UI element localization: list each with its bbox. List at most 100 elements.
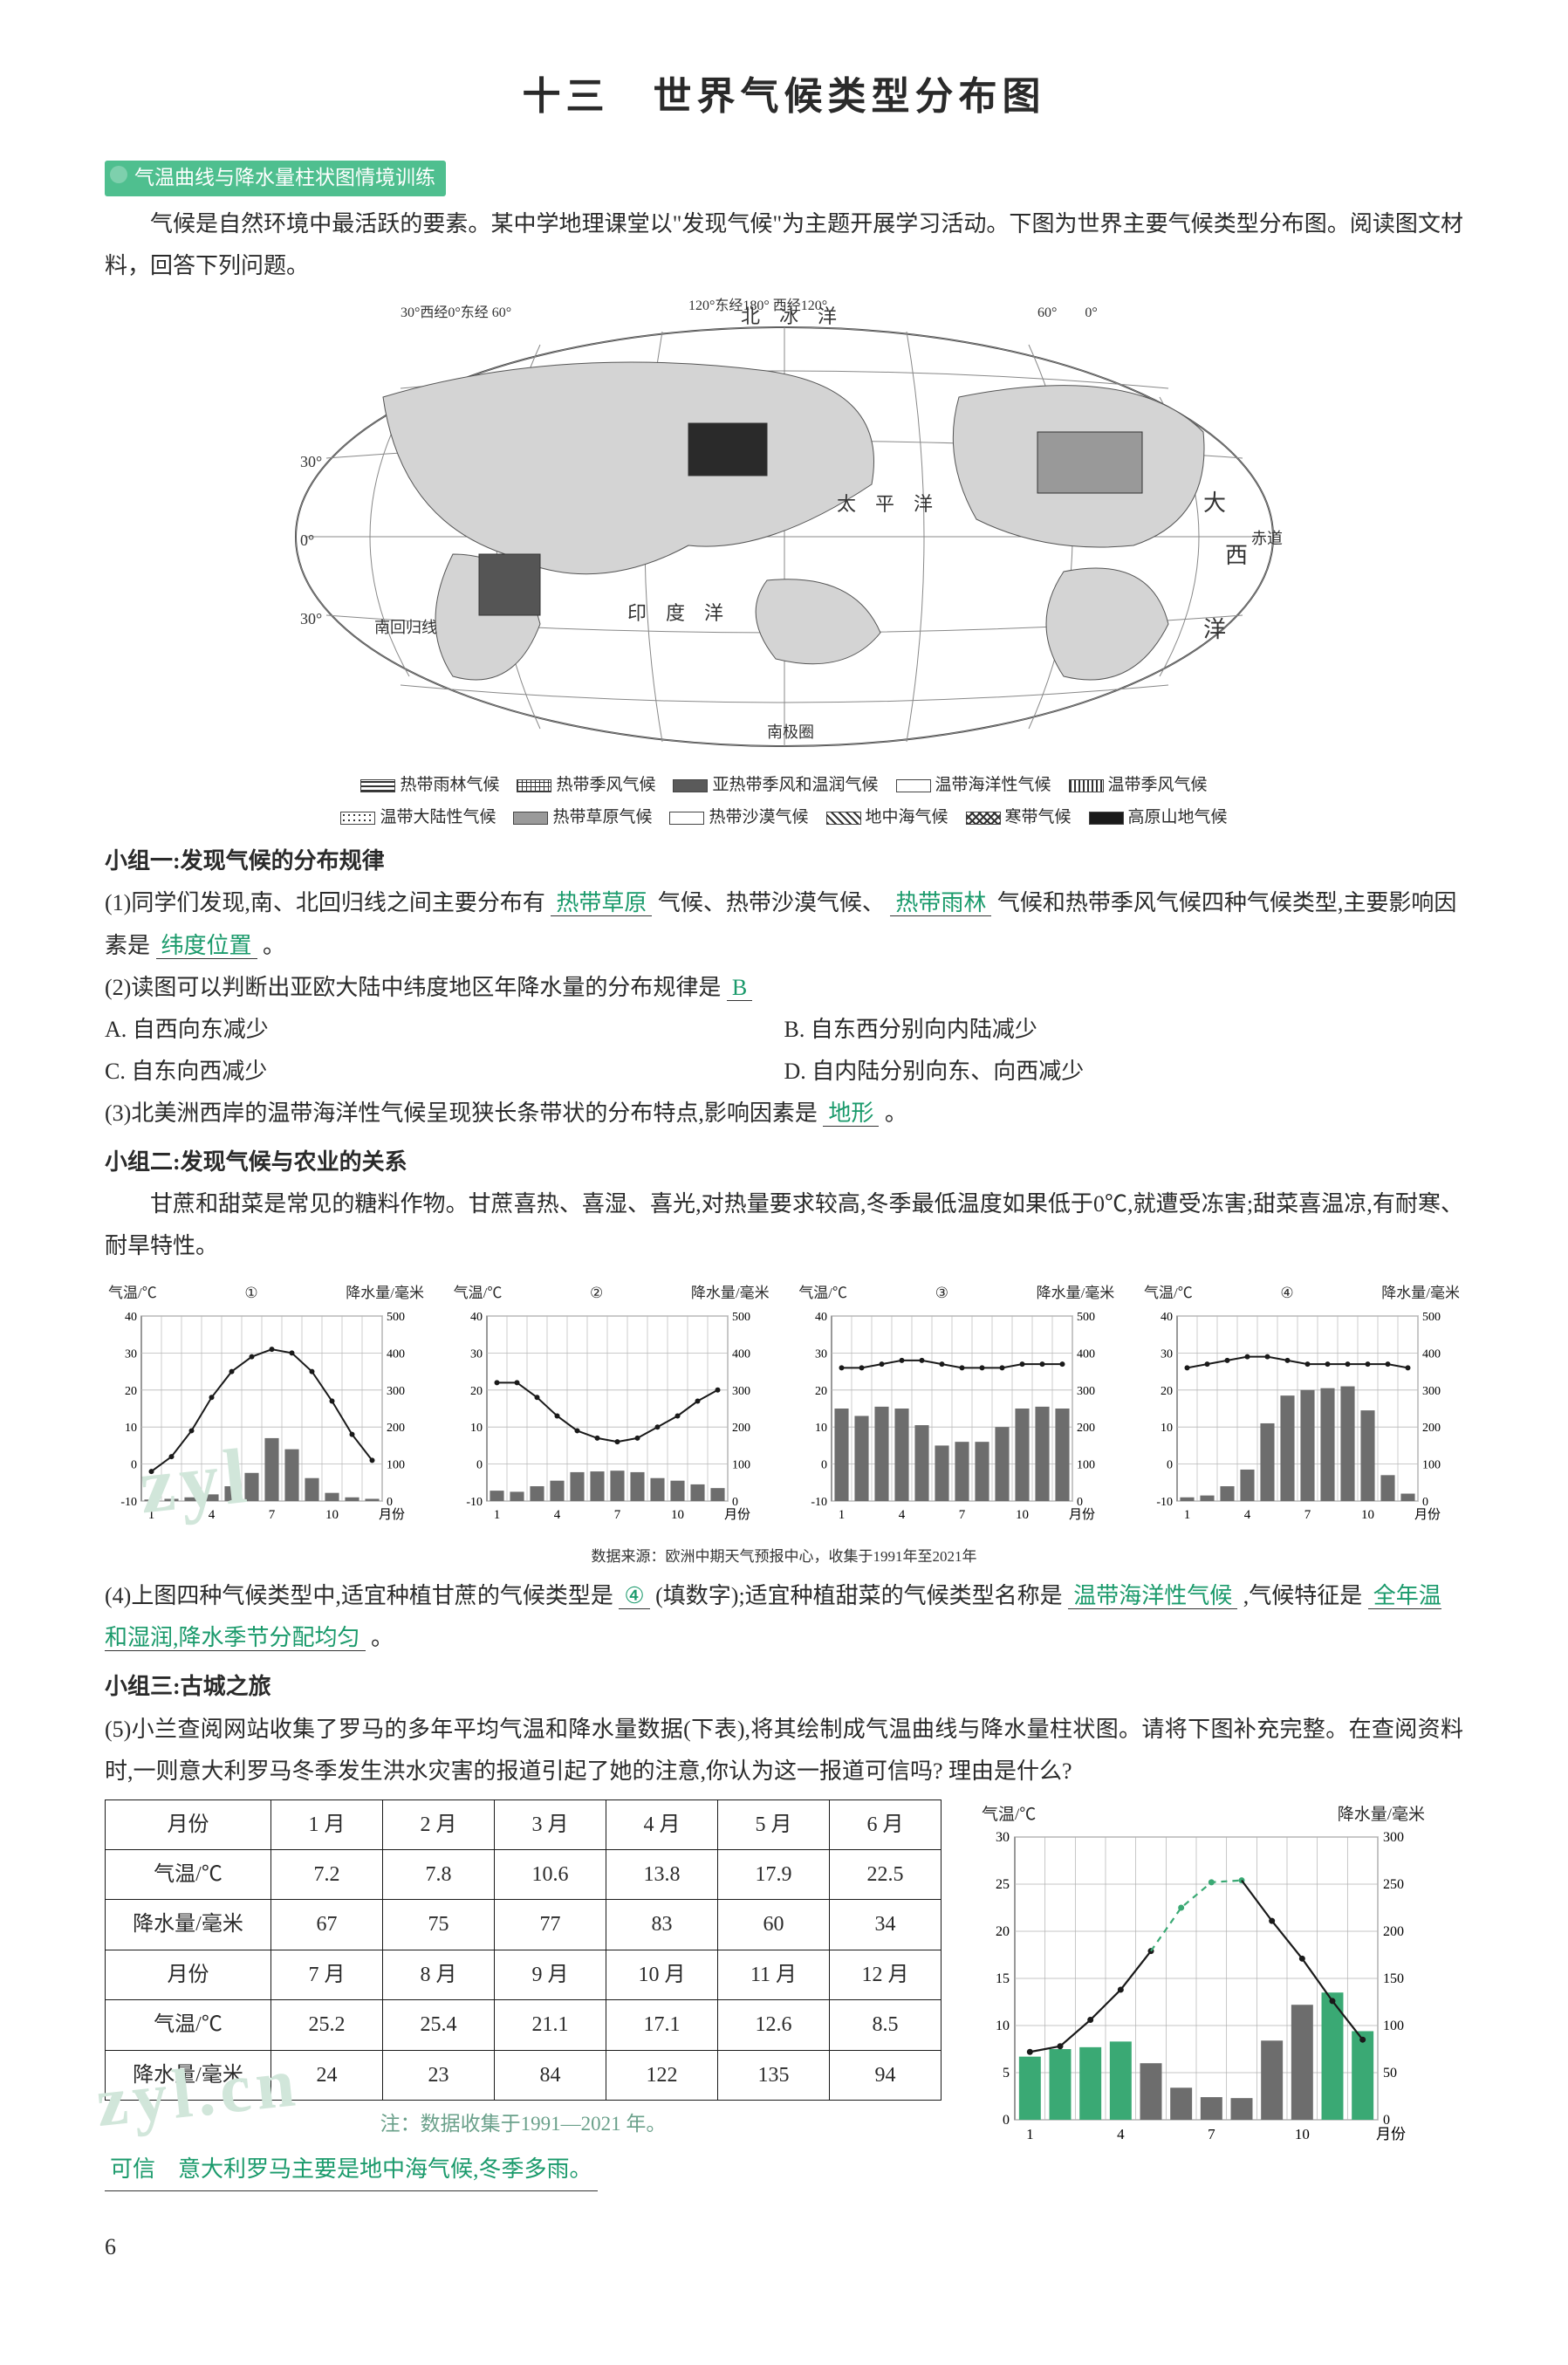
map-ocean-label: 洋	[1203, 617, 1226, 642]
svg-text:10: 10	[996, 2019, 1010, 2033]
table-cell: 月份	[106, 1799, 271, 1849]
svg-text:30°: 30°	[300, 610, 322, 627]
svg-text:0: 0	[1422, 1496, 1428, 1509]
table-cell: 10.6	[495, 1850, 606, 1900]
table-cell: 月份	[106, 1950, 271, 1999]
svg-text:-10: -10	[120, 1496, 137, 1509]
q4-answer2: 温带海洋性气候	[1068, 1583, 1237, 1609]
svg-text:0: 0	[1003, 2113, 1010, 2128]
map-ocean-label: 大	[1203, 490, 1226, 516]
table-cell: 7.2	[271, 1850, 383, 1900]
svg-text:0: 0	[476, 1458, 483, 1471]
svg-text:0°: 0°	[300, 531, 314, 549]
legend-item: 温带海洋性气候	[896, 772, 1051, 799]
table-cell: 60	[718, 1900, 830, 1950]
svg-text:7: 7	[269, 1508, 276, 1522]
svg-text:30: 30	[996, 1832, 1010, 1845]
q2-option-a: A. 自西向东减少	[105, 1009, 784, 1051]
chart5-rain-label: 降水量/毫米	[1338, 1799, 1425, 1830]
svg-text:400: 400	[1422, 1347, 1441, 1361]
table-cell: 1 月	[271, 1799, 383, 1849]
table-cell: 5 月	[718, 1799, 830, 1849]
chart-source: 数据来源：欧洲中期天气预报中心，收集于1991年至2021年	[105, 1543, 1463, 1570]
svg-text:4: 4	[1117, 2126, 1125, 2142]
svg-text:10: 10	[1161, 1422, 1173, 1435]
q1-answer2: 热带雨林	[890, 890, 991, 916]
table-cell: 11 月	[718, 1950, 830, 1999]
svg-text:100: 100	[1077, 1458, 1095, 1471]
q2-option-c: C. 自东向西减少	[105, 1051, 784, 1093]
svg-text:月份: 月份	[1376, 2126, 1406, 2142]
legend-item: 热带沙漠气候	[669, 805, 808, 831]
svg-text:0: 0	[1077, 1496, 1083, 1509]
svg-text:200: 200	[1422, 1422, 1441, 1435]
svg-text:40: 40	[815, 1311, 827, 1324]
svg-text:10: 10	[815, 1422, 827, 1435]
q4-text: 。	[371, 1625, 394, 1650]
svg-text:200: 200	[732, 1422, 750, 1435]
table-cell: 12 月	[830, 1950, 941, 1999]
legend-item: 地中海气候	[826, 805, 948, 831]
table-cell: 122	[606, 2050, 718, 2100]
table-cell: 83	[606, 1900, 718, 1950]
legend-item: 热带雨林气候	[360, 772, 499, 799]
q1-text: (1)同学们发现,南、北回归线之间主要分布有	[105, 890, 545, 915]
legend-item: 亚热带季风和温润气候	[673, 772, 878, 799]
legend-item: 高原山地气候	[1089, 805, 1228, 831]
svg-text:10: 10	[325, 1508, 339, 1522]
legend-item: 寒带气候	[966, 805, 1072, 831]
q2-answer: B	[727, 975, 752, 1001]
q3-text: (3)北美洲西岸的温带海洋性气候呈现狭长条带状的分布特点,影响因素是	[105, 1100, 818, 1126]
table-cell: 2 月	[383, 1799, 495, 1849]
table-cell: 77	[495, 1900, 606, 1950]
svg-text:5: 5	[1003, 2066, 1010, 2081]
svg-text:200: 200	[387, 1422, 405, 1435]
q1-answer1: 热带草原	[551, 890, 652, 916]
q2-option-b: B. 自东西分别向内陆减少	[784, 1009, 1464, 1051]
svg-text:1: 1	[493, 1508, 500, 1522]
chart5-temp-label: 气温/℃	[982, 1799, 1036, 1830]
q1-text: 。	[263, 933, 285, 958]
svg-text:4: 4	[899, 1508, 906, 1522]
svg-text:0: 0	[732, 1496, 738, 1509]
rome-climograph: 气温/℃ 降水量/毫米 0510152025300501001502002503…	[976, 1799, 1430, 2160]
q3-answer: 地形	[823, 1100, 879, 1127]
intro-paragraph: 气候是自然环境中最活跃的要素。某中学地理课堂以"发现气候"为主题开展学习活动。下…	[105, 203, 1463, 287]
table-cell: 降水量/毫米	[106, 1900, 271, 1950]
table-cell: 气温/℃	[106, 2000, 271, 2050]
rome-data-table: 月份1 月2 月3 月4 月5 月6 月气温/℃7.27.810.613.817…	[105, 1799, 941, 2101]
svg-text:15: 15	[996, 1971, 1010, 1986]
table-cell: 75	[383, 1900, 495, 1950]
table-cell: 24	[271, 2050, 383, 2100]
table-and-chart-row: 月份1 月2 月3 月4 月5 月6 月气温/℃7.27.810.613.817…	[105, 1793, 1463, 2191]
svg-text:20: 20	[1161, 1385, 1173, 1398]
table-cell: 67	[271, 1900, 383, 1950]
table-cell: 17.1	[606, 2000, 718, 2050]
svg-text:-10: -10	[1156, 1496, 1173, 1509]
svg-text:0: 0	[1167, 1458, 1173, 1471]
svg-text:1: 1	[839, 1508, 846, 1522]
svg-text:300: 300	[1077, 1385, 1095, 1398]
climograph: 气温/℃②降水量/毫米-1001020304001002003004005001…	[450, 1279, 773, 1539]
svg-text:7: 7	[959, 1508, 966, 1522]
map-legend-row1: 热带雨林气候热带季风气候亚热带季风和温润气候温带海洋性气候温带季风气候	[105, 772, 1463, 801]
svg-text:30°: 30°	[300, 453, 322, 470]
q2-line: (2)读图可以判断出亚欧大陆中纬度地区年降水量的分布规律是 B	[105, 967, 1463, 1009]
svg-text:100: 100	[387, 1458, 405, 1471]
svg-text:150: 150	[1383, 1971, 1404, 1986]
svg-text:月份: 月份	[1069, 1507, 1095, 1522]
svg-text:0: 0	[387, 1496, 393, 1509]
svg-text:20: 20	[470, 1385, 483, 1398]
svg-text:1: 1	[148, 1508, 155, 1522]
legend-item: 热带季风气候	[517, 772, 655, 799]
svg-text:300: 300	[1422, 1385, 1441, 1398]
table-cell: 7.8	[383, 1850, 495, 1900]
svg-text:月份: 月份	[379, 1507, 405, 1522]
svg-text:7: 7	[1304, 1508, 1311, 1522]
svg-text:120°东经180° 西经120°: 120°东经180° 西经120°	[688, 298, 827, 313]
q4-line: (4)上图四种气候类型中,适宜种植甘蔗的气候类型是 ④ (填数字);适宜种植甜菜…	[105, 1575, 1463, 1659]
svg-text:400: 400	[1077, 1347, 1095, 1361]
map-antarctic-label: 南极圈	[767, 723, 814, 741]
svg-text:30°西经0°东经 60°: 30°西经0°东经 60°	[401, 305, 511, 320]
table-cell: 10 月	[606, 1950, 718, 1999]
